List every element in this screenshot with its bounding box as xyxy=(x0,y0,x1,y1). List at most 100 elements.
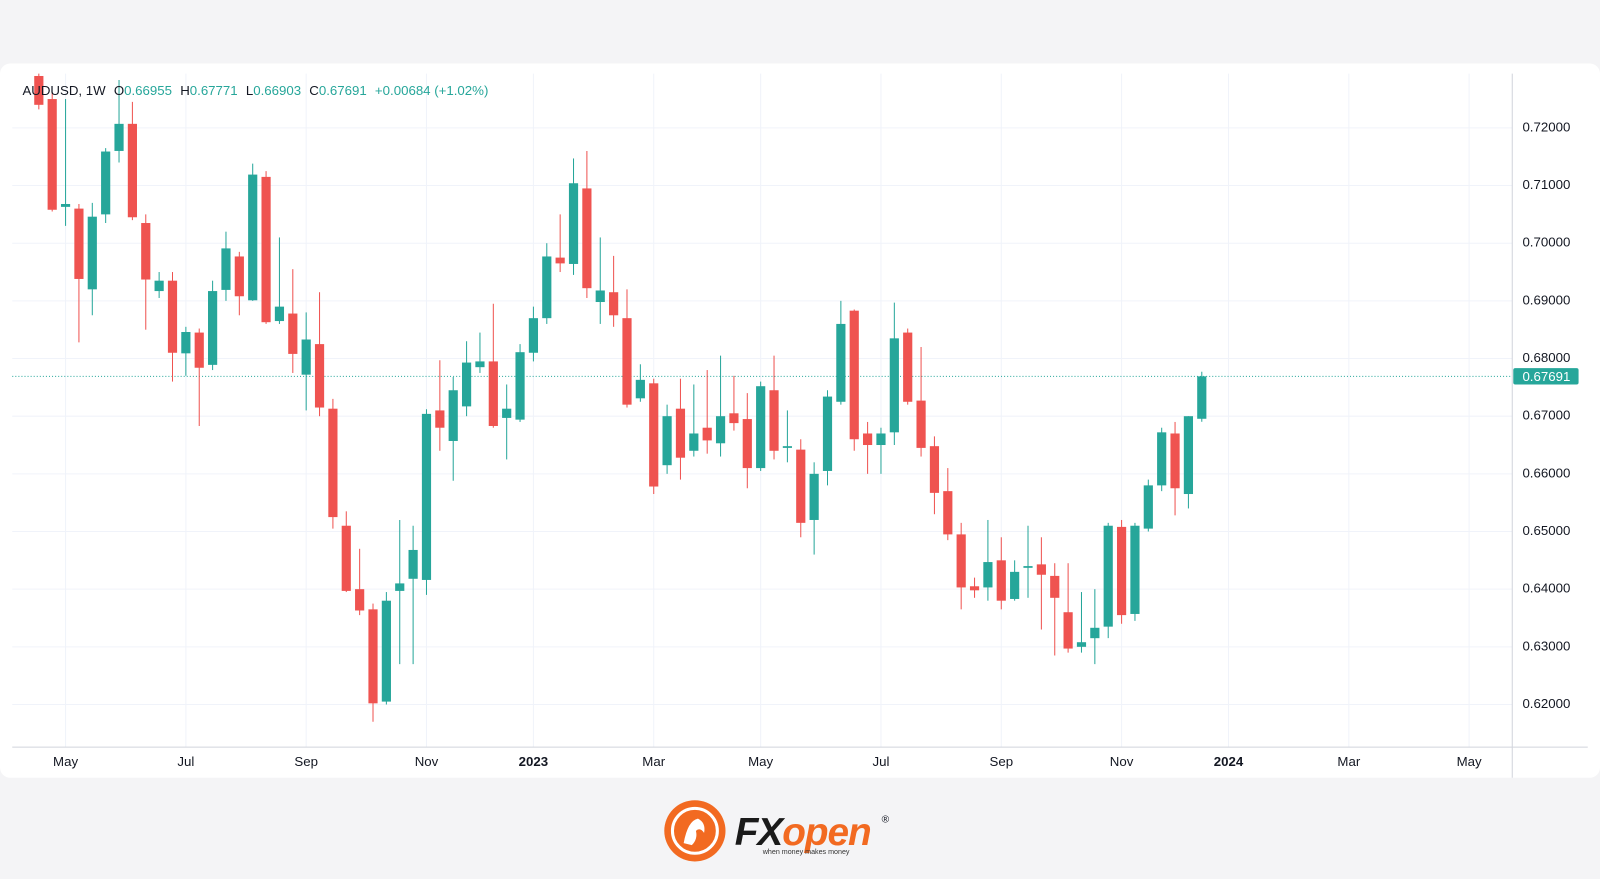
last-price-badge xyxy=(1513,368,1579,385)
candle-body xyxy=(729,413,739,424)
candle-body xyxy=(956,534,966,588)
candle-body xyxy=(408,549,418,579)
candle-body xyxy=(1143,485,1153,529)
candle-body xyxy=(876,433,886,446)
candle-body xyxy=(996,560,1006,601)
candle-body xyxy=(528,318,539,353)
y-tick-label: 0.65000 xyxy=(1522,523,1570,538)
ohlc-legend: AUDUSD, 1W O0.66955 H0.67771 L0.66903 C0.676… xyxy=(22,83,488,98)
legend-field-value: 0.66955 xyxy=(124,83,172,98)
candle-body xyxy=(87,216,97,290)
candle-body xyxy=(141,223,151,280)
candle-body xyxy=(381,600,391,702)
candle-body xyxy=(314,344,325,408)
axis-labels: 0.62000 0.63000 0.64000 0.65000 0.66000 0.670… xyxy=(53,119,1579,769)
candle-body xyxy=(609,292,619,316)
candle-body xyxy=(101,151,111,215)
legend-field-label: C xyxy=(309,83,319,98)
x-tick-label: Jul xyxy=(872,754,889,769)
candle-body xyxy=(542,256,552,319)
y-tick-label: 0.71000 xyxy=(1522,177,1570,192)
x-tick-label: 2024 xyxy=(1214,754,1244,769)
candle-body xyxy=(248,174,258,301)
legend-field-value: 0.67691 xyxy=(319,83,367,98)
candle-body xyxy=(341,525,351,591)
candle-body xyxy=(461,362,472,407)
candle-body xyxy=(622,318,632,405)
candle-body xyxy=(983,562,993,588)
candle-body xyxy=(301,339,311,375)
legend-field-label: L xyxy=(246,83,253,98)
candle-body xyxy=(368,609,378,704)
logo-emblem-figure xyxy=(683,818,705,846)
candle-body xyxy=(1116,526,1127,616)
candle-body xyxy=(822,396,833,471)
candle-body xyxy=(1197,376,1207,419)
candle-body xyxy=(435,410,445,428)
x-tick-label: Sep xyxy=(294,754,318,769)
legend-field-value: 0.66903 xyxy=(253,83,301,98)
candle-body xyxy=(194,332,204,368)
candle-body xyxy=(1063,612,1073,649)
logo: FXopen ® when money makes money xyxy=(664,800,890,862)
candle-body xyxy=(809,473,819,520)
y-tick-label: 0.72000 xyxy=(1522,119,1570,134)
candle-body xyxy=(943,491,953,535)
candle-body xyxy=(1036,564,1046,575)
candle-body xyxy=(167,280,178,353)
candle-body xyxy=(74,208,84,279)
candle-body xyxy=(234,256,244,297)
x-tick-label: May xyxy=(1457,754,1482,769)
candle-body xyxy=(689,433,699,451)
candle-body xyxy=(127,123,137,218)
candle-body xyxy=(421,413,432,580)
candle-body xyxy=(114,123,124,151)
candle-body xyxy=(929,446,940,493)
x-tick-label: May xyxy=(748,754,773,769)
candle-body xyxy=(1170,433,1180,489)
candle-body xyxy=(221,248,231,290)
candle-body xyxy=(782,446,792,448)
candle-body xyxy=(448,390,458,441)
y-tick-label: 0.63000 xyxy=(1522,638,1570,653)
candle-body xyxy=(1076,642,1087,647)
candle-body xyxy=(863,433,873,446)
candle-body xyxy=(515,352,525,420)
candle-body xyxy=(1050,575,1060,598)
candle-body xyxy=(1130,525,1140,614)
last-price-label: 0.67691 xyxy=(1522,369,1570,384)
candle-body xyxy=(796,449,806,523)
candles xyxy=(34,73,1207,722)
candle-body xyxy=(568,183,579,264)
candle-body xyxy=(475,361,485,368)
candle-body xyxy=(849,310,859,440)
candle-body xyxy=(675,408,686,458)
candle-body xyxy=(742,419,752,469)
candle-body xyxy=(502,408,512,418)
y-tick-label: 0.67000 xyxy=(1522,408,1570,423)
candle-body xyxy=(635,379,645,399)
x-tick-label: May xyxy=(53,754,78,769)
candle-body xyxy=(1183,416,1194,495)
candle-body xyxy=(582,188,592,289)
candle-body xyxy=(1010,571,1020,599)
x-tick-label: Mar xyxy=(642,754,665,769)
candle-body xyxy=(889,338,899,433)
x-tick-label: Mar xyxy=(1337,754,1360,769)
legend-change: +0.00684 (+1.02%) xyxy=(375,83,488,98)
candle-body xyxy=(154,280,164,292)
candle-body xyxy=(208,291,218,365)
candle-body xyxy=(769,390,779,451)
x-tick-label: Jul xyxy=(177,754,194,769)
legend-field-label: H xyxy=(180,83,190,98)
candle-body xyxy=(756,386,766,469)
candle-body xyxy=(916,400,926,448)
logo-brand-dark: FX xyxy=(735,811,786,854)
legend-symbol: AUDUSD, 1W xyxy=(22,83,106,98)
candle-body xyxy=(181,332,191,354)
x-tick-label: Sep xyxy=(989,754,1013,769)
candle-body xyxy=(328,408,338,518)
y-tick-label: 0.64000 xyxy=(1522,581,1570,596)
